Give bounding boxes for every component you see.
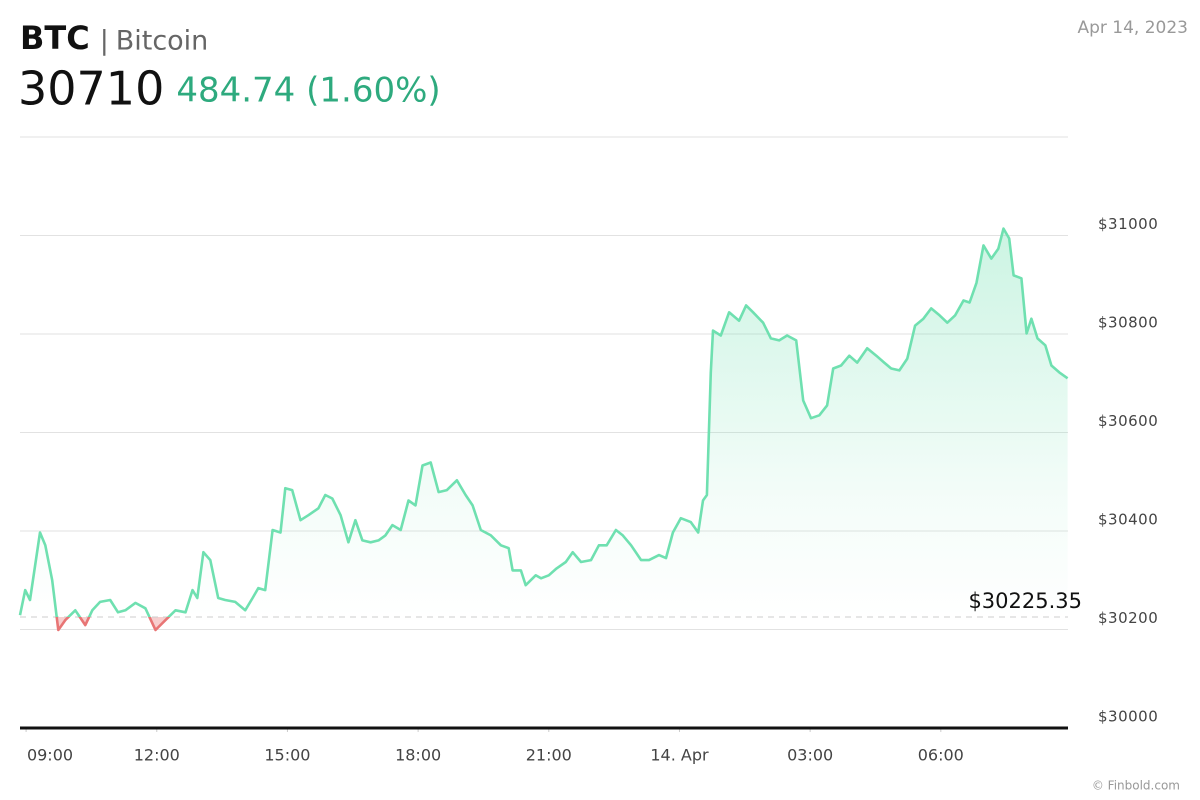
price: 30710	[18, 62, 164, 116]
x-tick-label: 14. Apr	[650, 746, 709, 765]
x-tick-label: 18:00	[395, 746, 441, 765]
asset-name: Bitcoin	[116, 26, 209, 57]
x-tick-label: 15:00	[264, 746, 310, 765]
x-tick-label: 06:00	[918, 746, 964, 765]
price-change: 484.74 (1.60%)	[176, 71, 440, 111]
y-tick-label: $30200	[1098, 609, 1158, 627]
area-fill	[20, 228, 1068, 630]
x-tick-label: 09:00	[27, 746, 73, 765]
x-tick-label: 12:00	[134, 746, 180, 765]
y-tick-label: $31000	[1098, 215, 1158, 233]
x-tick-label: 03:00	[787, 746, 833, 765]
price-line	[18, 227, 1069, 632]
reference-label: $30225.35	[968, 589, 1082, 613]
y-tick-label: $30800	[1098, 314, 1158, 332]
x-tick-label: 21:00	[526, 746, 572, 765]
y-tick-label: $30400	[1098, 511, 1158, 529]
y-tick-label: $30000	[1098, 708, 1158, 726]
symbol: BTC	[20, 19, 90, 57]
source: © Finbold.com	[1092, 779, 1180, 793]
date: Apr 14, 2023	[1077, 18, 1188, 38]
separator: |	[100, 26, 109, 57]
y-tick-label: $30600	[1098, 412, 1158, 430]
